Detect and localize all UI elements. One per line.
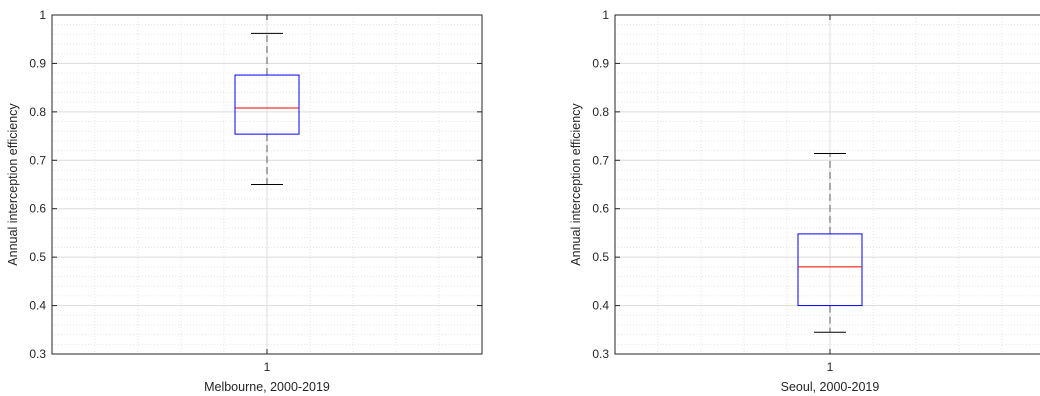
axes-frame <box>614 14 1040 355</box>
x-axis-label: Seoul, 2000-2019 <box>781 380 880 394</box>
chart-melbourne: 0.3 0.4 0.5 0.6 0.7 0.8 0.9 1 1 Melbourne, 2000-2… <box>6 8 483 394</box>
iqr-box <box>797 233 863 307</box>
y-tick-label: 1 <box>39 8 46 22</box>
iqr-box <box>234 74 300 135</box>
y-tick-label: 1 <box>602 8 609 22</box>
major-grid <box>615 14 1040 355</box>
y-tick-label: 0.5 <box>592 250 609 264</box>
y-tick-label: 0.8 <box>29 105 46 119</box>
chart-seoul: 0.3 0.4 0.5 0.6 0.7 0.8 0.9 1 1 Seoul, 2000-2019 A… <box>569 8 1040 394</box>
boxplot <box>234 32 300 185</box>
y-axis-label: Annual interception efficiency <box>6 103 20 266</box>
x-tick-label: 1 <box>264 360 271 374</box>
y-tick-label: 0.6 <box>29 202 46 216</box>
y-tick-label: 0.4 <box>592 299 609 313</box>
x-axis-label: Melbourne, 2000-2019 <box>204 380 330 394</box>
y-tick-label: 0.9 <box>592 56 609 70</box>
minor-grid <box>615 15 1040 354</box>
boxplot <box>797 153 863 333</box>
y-tick-label: 0.4 <box>29 299 46 313</box>
y-tick-label: 0.7 <box>592 153 609 167</box>
y-axis-label: Annual interception efficiency <box>569 103 583 266</box>
minor-grid <box>52 15 482 354</box>
y-tick-label: 0.5 <box>29 250 46 264</box>
y-tick-label: 0.9 <box>29 56 46 70</box>
y-tick-label: 0.3 <box>592 347 609 361</box>
y-tick-label: 0.6 <box>592 202 609 216</box>
x-tick-label: 1 <box>827 360 834 374</box>
y-tick-label: 0.3 <box>29 347 46 361</box>
y-tick-label: 0.7 <box>29 153 46 167</box>
y-tick-label: 0.8 <box>592 105 609 119</box>
